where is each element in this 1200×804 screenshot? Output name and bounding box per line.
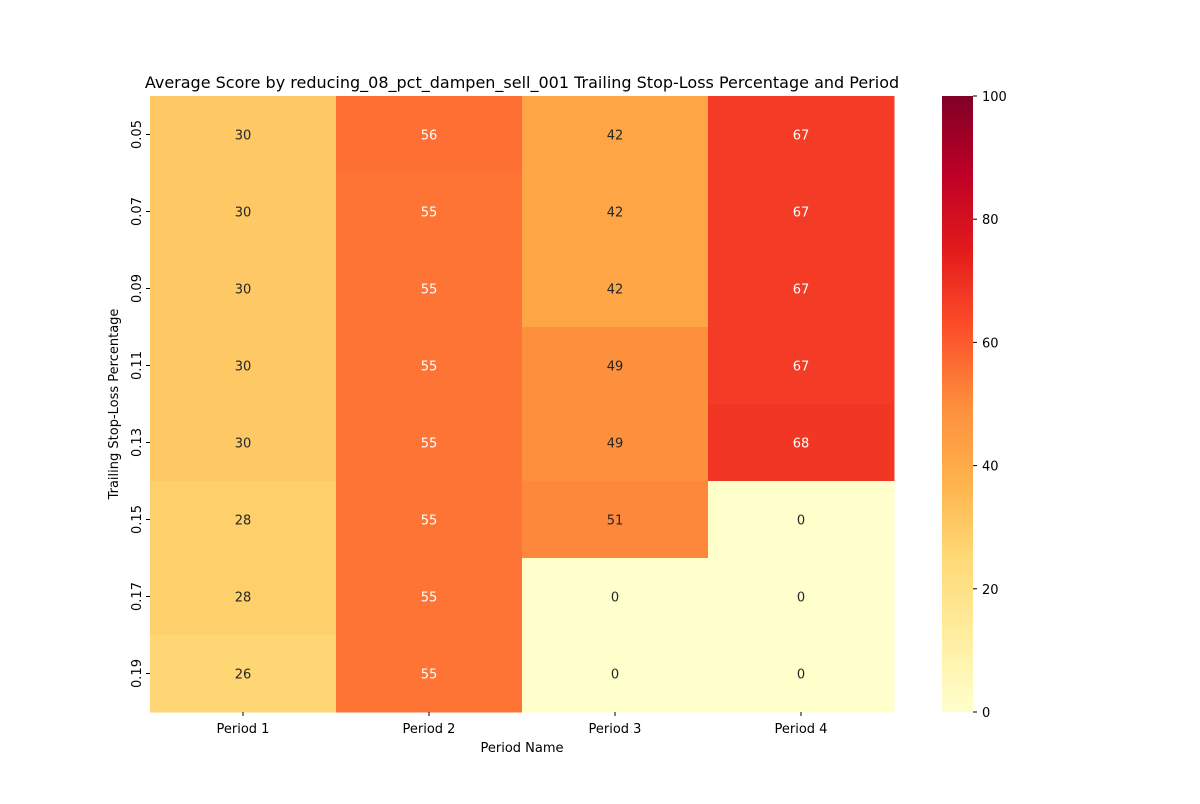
heatmap-cell (708, 558, 895, 636)
heatmap-cell (522, 558, 709, 636)
cell-label: 55 (421, 591, 438, 606)
x-tick-label: Period 1 (217, 722, 270, 737)
cell-label: 51 (607, 514, 624, 529)
cell-label: 0 (797, 514, 805, 529)
y-tick-label: 0.09 (130, 274, 145, 303)
heatmap-cell (150, 481, 337, 559)
y-axis-label: Trailing Stop-Loss Percentage (107, 309, 122, 501)
cell-label: 49 (607, 360, 624, 375)
cell-label: 30 (235, 360, 252, 375)
heatmap-cell (150, 404, 337, 482)
y-tick-label: 0.17 (130, 582, 145, 611)
x-axis: Period 1 Period 2 Period 3 Period 4 (217, 712, 828, 737)
cell-label: 67 (793, 129, 810, 144)
heatmap-cell (708, 404, 895, 482)
cell-label: 0 (797, 591, 805, 606)
y-axis: 0.05 0.07 0.09 0.11 0.13 0.15 0.17 0.19 (130, 120, 150, 688)
heatmap-cell (336, 558, 523, 636)
cell-label: 42 (607, 206, 624, 221)
y-tick-label: 0.05 (130, 120, 145, 149)
heatmap-cell (522, 250, 709, 328)
heatmap-cell (150, 635, 337, 713)
cell-label: 0 (797, 668, 805, 683)
heatmap-cell (336, 173, 523, 251)
heatmap-cell (336, 96, 523, 174)
cell-label: 55 (421, 514, 438, 529)
heatmap-cell (522, 173, 709, 251)
cell-label: 30 (235, 206, 252, 221)
heatmap-cell (150, 250, 337, 328)
heatmap-cell (708, 327, 895, 405)
heatmap-cell (522, 481, 709, 559)
heatmap-cell (336, 327, 523, 405)
heatmap-cell (522, 327, 709, 405)
colorbar-tick-label: 0 (982, 706, 990, 721)
y-tick-label: 0.11 (130, 351, 145, 380)
heatmap-cell (336, 404, 523, 482)
cell-label: 0 (611, 591, 619, 606)
cell-label: 28 (235, 514, 252, 529)
chart-title: Average Score by reducing_08_pct_dampen_… (145, 73, 899, 93)
cell-label: 49 (607, 437, 624, 452)
heatmap-cell (708, 96, 895, 174)
y-tick-label: 0.13 (130, 428, 145, 457)
x-tick-label: Period 3 (589, 722, 642, 737)
cell-label: 67 (793, 360, 810, 375)
colorbar-ticks: 0 20 40 60 80 100 (973, 90, 1007, 721)
cell-label: 42 (607, 283, 624, 298)
heatmap-cell (150, 96, 337, 174)
cell-label: 42 (607, 129, 624, 144)
heatmap-cells: 30 56 42 67 30 55 42 67 30 55 42 67 30 55 49 67 30 55 49 68… (150, 96, 895, 713)
heatmap-cell (336, 481, 523, 559)
cell-label: 30 (235, 283, 252, 298)
colorbar-tick-label: 100 (982, 90, 1007, 105)
heatmap-cell (522, 404, 709, 482)
colorbar-tick-label: 60 (982, 336, 999, 351)
heatmap-cell (708, 173, 895, 251)
cell-label: 0 (611, 668, 619, 683)
colorbar-tick-label: 20 (982, 583, 999, 598)
heatmap-cell (150, 327, 337, 405)
cell-label: 55 (421, 206, 438, 221)
cell-label: 56 (421, 129, 438, 144)
heatmap-cell (336, 635, 523, 713)
x-axis-label: Period Name (480, 741, 563, 756)
colorbar-tick-label: 40 (982, 460, 999, 475)
heatmap-cell (150, 558, 337, 636)
heatmap-cell (522, 96, 709, 174)
colorbar (942, 96, 973, 712)
heatmap-cell (708, 481, 895, 559)
cell-label: 55 (421, 437, 438, 452)
y-tick-label: 0.07 (130, 197, 145, 226)
cell-label: 68 (793, 437, 810, 452)
y-tick-label: 0.19 (130, 659, 145, 688)
cell-label: 30 (235, 437, 252, 452)
cell-label: 55 (421, 668, 438, 683)
y-tick-label: 0.15 (130, 505, 145, 534)
cell-label: 26 (235, 668, 252, 683)
heatmap-cell (708, 250, 895, 328)
x-tick-label: Period 4 (775, 722, 828, 737)
x-tick-label: Period 2 (403, 722, 456, 737)
heatmap-cell (150, 173, 337, 251)
cell-label: 28 (235, 591, 252, 606)
heatmap-cell (522, 635, 709, 713)
colorbar-tick-label: 80 (982, 213, 999, 228)
cell-label: 55 (421, 360, 438, 375)
cell-label: 67 (793, 283, 810, 298)
cell-label: 67 (793, 206, 810, 221)
cell-label: 30 (235, 129, 252, 144)
heatmap-cell (336, 250, 523, 328)
cell-label: 55 (421, 283, 438, 298)
heatmap-cell (708, 635, 895, 713)
